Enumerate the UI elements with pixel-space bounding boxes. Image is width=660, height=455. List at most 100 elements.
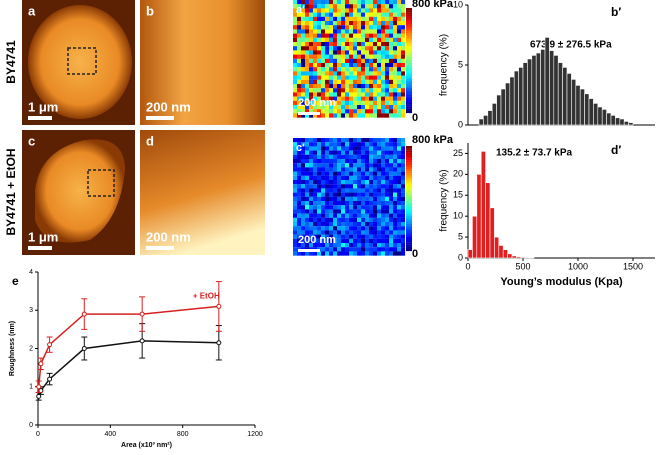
bar xyxy=(503,250,507,258)
map-cell xyxy=(341,84,345,88)
map-cell xyxy=(401,25,405,29)
map-cell xyxy=(389,67,393,71)
map-cell xyxy=(373,84,377,88)
map-cell xyxy=(341,151,345,155)
map-cell xyxy=(353,80,357,84)
map-cell xyxy=(313,142,317,146)
map-cell xyxy=(361,67,365,71)
colorbar xyxy=(406,14,412,16)
map-cell xyxy=(293,247,297,251)
map-cell xyxy=(401,59,405,63)
map-cell xyxy=(353,155,357,159)
annotation: 673.9 ± 276.5 kPa xyxy=(530,40,612,51)
map-cell xyxy=(377,159,381,163)
map-cell xyxy=(333,138,337,142)
map-cell xyxy=(373,184,377,188)
map-cell xyxy=(373,243,377,247)
map-cell xyxy=(301,50,305,54)
map-cell xyxy=(377,239,381,243)
map-cell xyxy=(365,101,369,105)
bar xyxy=(483,115,487,125)
map-cell xyxy=(357,92,361,96)
map-cell xyxy=(381,76,385,80)
map-cell xyxy=(365,230,369,234)
map-cell xyxy=(369,55,373,59)
point xyxy=(39,389,43,393)
map-cell xyxy=(389,151,393,155)
map-cell xyxy=(397,247,401,251)
map-cell xyxy=(397,55,401,59)
map-cell xyxy=(341,218,345,222)
colorbar xyxy=(406,44,412,46)
map-cell xyxy=(345,230,349,234)
map-cell xyxy=(341,76,345,80)
map-cell xyxy=(361,29,365,33)
point xyxy=(217,341,221,345)
bar xyxy=(468,250,472,258)
map-cell xyxy=(401,67,405,71)
map-cell xyxy=(377,205,381,209)
map-cell xyxy=(341,184,345,188)
map-cell xyxy=(337,113,341,117)
map-cell xyxy=(377,184,381,188)
map-cell xyxy=(369,46,373,50)
colorbar xyxy=(406,100,412,102)
map-cell xyxy=(377,38,381,42)
map-cell xyxy=(341,146,345,150)
map-cell xyxy=(349,138,353,142)
map-cell xyxy=(301,167,305,171)
map-cell xyxy=(345,205,349,209)
map-cell xyxy=(357,142,361,146)
map-cell xyxy=(293,176,297,180)
colorbar xyxy=(406,192,412,194)
map-cell xyxy=(301,218,305,222)
map-cell xyxy=(389,209,393,213)
point xyxy=(217,304,221,308)
map-cell xyxy=(309,34,313,38)
map-cell xyxy=(345,184,349,188)
map-cell xyxy=(377,55,381,59)
map-cell xyxy=(377,222,381,226)
map-cell xyxy=(349,29,353,33)
map-cell xyxy=(293,167,297,171)
scalebar-label: 1 μm xyxy=(28,229,58,244)
map-cell xyxy=(393,4,397,8)
map-cell xyxy=(381,176,385,180)
map-cell xyxy=(369,63,373,67)
map-cell xyxy=(369,80,373,84)
map-cell xyxy=(337,63,341,67)
map-cell xyxy=(369,205,373,209)
bar xyxy=(615,118,619,125)
map-cell xyxy=(401,201,405,205)
map-cell xyxy=(361,176,365,180)
map-cell xyxy=(341,92,345,96)
map-cell xyxy=(313,67,317,71)
map-cell xyxy=(293,71,297,75)
map-cell xyxy=(329,214,333,218)
map-cell xyxy=(345,46,349,50)
map-cell xyxy=(325,17,329,21)
map-cell xyxy=(377,63,381,67)
map-cell xyxy=(381,101,385,105)
colorbar xyxy=(406,16,412,18)
map-cell xyxy=(397,25,401,29)
map-cell xyxy=(365,4,369,8)
map-cell xyxy=(293,25,297,29)
map-cell xyxy=(369,0,373,4)
map-cell xyxy=(305,67,309,71)
map-cell xyxy=(341,159,345,163)
map-cell xyxy=(341,13,345,17)
x-axis-label: Area (x10³ nm²) xyxy=(121,442,172,449)
colorbar xyxy=(406,215,412,217)
map-cell xyxy=(381,226,385,230)
map-cell xyxy=(317,4,321,8)
map-cell xyxy=(381,50,385,54)
map-cell xyxy=(337,84,341,88)
colorbar xyxy=(406,228,412,230)
map-cell xyxy=(381,97,385,101)
map-cell xyxy=(373,159,377,163)
map-cell xyxy=(309,67,313,71)
annotation: 135.2 ± 73.7 kPa xyxy=(496,148,573,159)
colorbar xyxy=(406,77,412,79)
map-cell xyxy=(333,46,337,50)
